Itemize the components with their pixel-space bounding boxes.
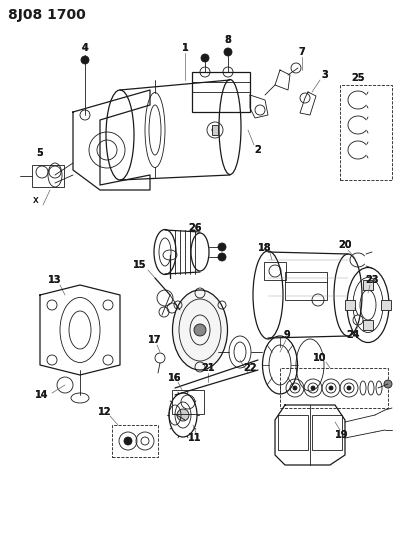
Text: 13: 13 xyxy=(48,275,62,285)
Bar xyxy=(172,390,204,414)
Circle shape xyxy=(311,386,315,390)
Text: 15: 15 xyxy=(133,260,147,270)
Text: 12: 12 xyxy=(98,407,112,417)
Text: 18: 18 xyxy=(258,243,272,253)
Text: 11: 11 xyxy=(188,433,202,443)
Text: 13: 13 xyxy=(48,275,62,285)
Text: 8: 8 xyxy=(224,35,232,45)
Circle shape xyxy=(293,386,297,390)
Text: 16: 16 xyxy=(168,373,182,383)
Text: 23: 23 xyxy=(365,275,379,285)
Text: 22: 22 xyxy=(243,363,257,373)
Text: 14: 14 xyxy=(35,390,49,400)
Text: 14: 14 xyxy=(35,390,49,400)
Text: x: x xyxy=(33,195,39,205)
Text: 10: 10 xyxy=(313,353,327,363)
Text: 8J08 1700: 8J08 1700 xyxy=(8,8,86,22)
Bar xyxy=(345,300,355,310)
Text: 4: 4 xyxy=(82,43,88,53)
Text: 4: 4 xyxy=(82,43,88,53)
Text: 20: 20 xyxy=(338,240,352,250)
Text: 8: 8 xyxy=(224,35,232,45)
Text: 16: 16 xyxy=(168,373,182,383)
Bar xyxy=(192,72,250,112)
Circle shape xyxy=(218,243,226,251)
Bar xyxy=(212,125,218,135)
Circle shape xyxy=(201,54,209,62)
Circle shape xyxy=(177,409,189,421)
Text: 5: 5 xyxy=(37,148,43,158)
Circle shape xyxy=(218,253,226,261)
Ellipse shape xyxy=(172,290,228,370)
Bar xyxy=(363,320,373,330)
Bar xyxy=(381,300,391,310)
Text: 24: 24 xyxy=(346,330,360,340)
Text: 17: 17 xyxy=(148,335,162,345)
Circle shape xyxy=(384,380,392,388)
Text: 23: 23 xyxy=(365,275,379,285)
Text: 7: 7 xyxy=(298,47,305,57)
Text: 9: 9 xyxy=(284,330,291,340)
Circle shape xyxy=(347,386,351,390)
Circle shape xyxy=(81,56,89,64)
Text: 21: 21 xyxy=(201,363,215,373)
Text: 22: 22 xyxy=(243,363,257,373)
Text: 18: 18 xyxy=(258,243,272,253)
Bar xyxy=(285,272,327,300)
Text: 3: 3 xyxy=(322,70,328,80)
Text: 10: 10 xyxy=(313,353,327,363)
Text: 26: 26 xyxy=(188,223,202,233)
Text: x: x xyxy=(33,195,39,205)
Bar xyxy=(340,85,392,180)
Bar xyxy=(363,280,373,290)
Text: 26: 26 xyxy=(188,223,202,233)
Text: 7: 7 xyxy=(298,47,305,57)
Text: 12: 12 xyxy=(98,407,112,417)
Text: 25: 25 xyxy=(351,73,365,83)
Bar xyxy=(278,415,308,450)
Text: 11: 11 xyxy=(188,433,202,443)
Bar xyxy=(112,425,158,457)
Text: 21: 21 xyxy=(201,363,215,373)
Bar xyxy=(312,415,342,450)
Circle shape xyxy=(212,127,218,133)
Text: 19: 19 xyxy=(335,430,349,440)
Text: 2: 2 xyxy=(255,145,261,155)
Text: 19: 19 xyxy=(335,430,349,440)
Text: 1: 1 xyxy=(181,43,188,53)
Circle shape xyxy=(124,437,132,445)
Circle shape xyxy=(329,386,333,390)
Bar xyxy=(32,165,64,187)
Text: 2: 2 xyxy=(255,145,261,155)
Text: 15: 15 xyxy=(133,260,147,270)
Bar xyxy=(280,368,388,408)
Text: 20: 20 xyxy=(338,240,352,250)
Text: 5: 5 xyxy=(37,148,43,158)
Text: 17: 17 xyxy=(148,335,162,345)
Circle shape xyxy=(224,48,232,56)
Circle shape xyxy=(194,324,206,336)
Text: 3: 3 xyxy=(322,70,328,80)
Text: 1: 1 xyxy=(181,43,188,53)
Text: 24: 24 xyxy=(346,330,360,340)
Text: 9: 9 xyxy=(284,330,291,340)
Bar xyxy=(264,262,286,280)
Text: 25: 25 xyxy=(351,73,365,83)
